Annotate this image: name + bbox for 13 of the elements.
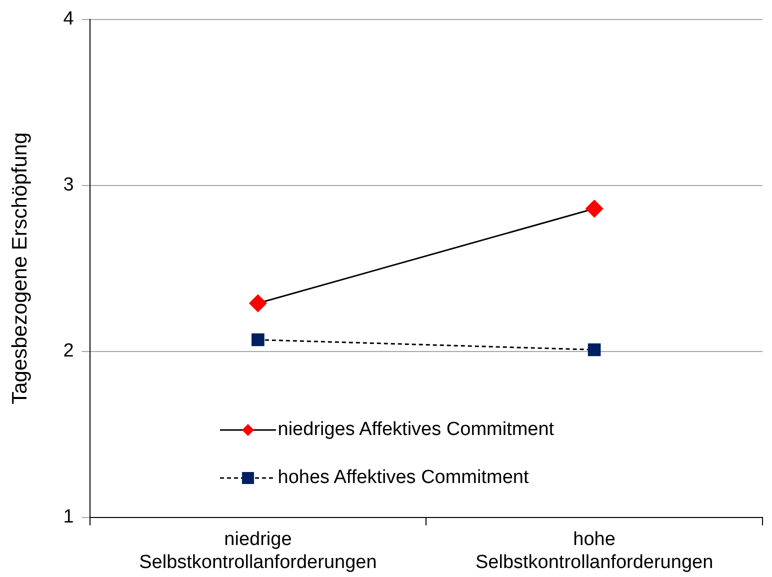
y-tick-label: 3 [63, 174, 74, 196]
y-axis-title: Tagesbezogene Erschöpfung [8, 132, 32, 404]
x-tick-label: niedrige Selbstkontrollanforderungen [139, 529, 377, 573]
point [252, 333, 264, 346]
legend-label: niedriges Affektives Commitment [278, 419, 554, 442]
y-tick-label: 1 [63, 506, 74, 528]
legend-label: hohes Affektives Commitment [278, 467, 529, 490]
point [588, 343, 601, 356]
y-tick-label: 4 [63, 8, 74, 30]
point [586, 200, 604, 218]
y-tick-label: 2 [63, 340, 74, 362]
point [249, 294, 267, 312]
x-tick-label: hohe Selbstkontrollanforderungen [475, 529, 714, 573]
